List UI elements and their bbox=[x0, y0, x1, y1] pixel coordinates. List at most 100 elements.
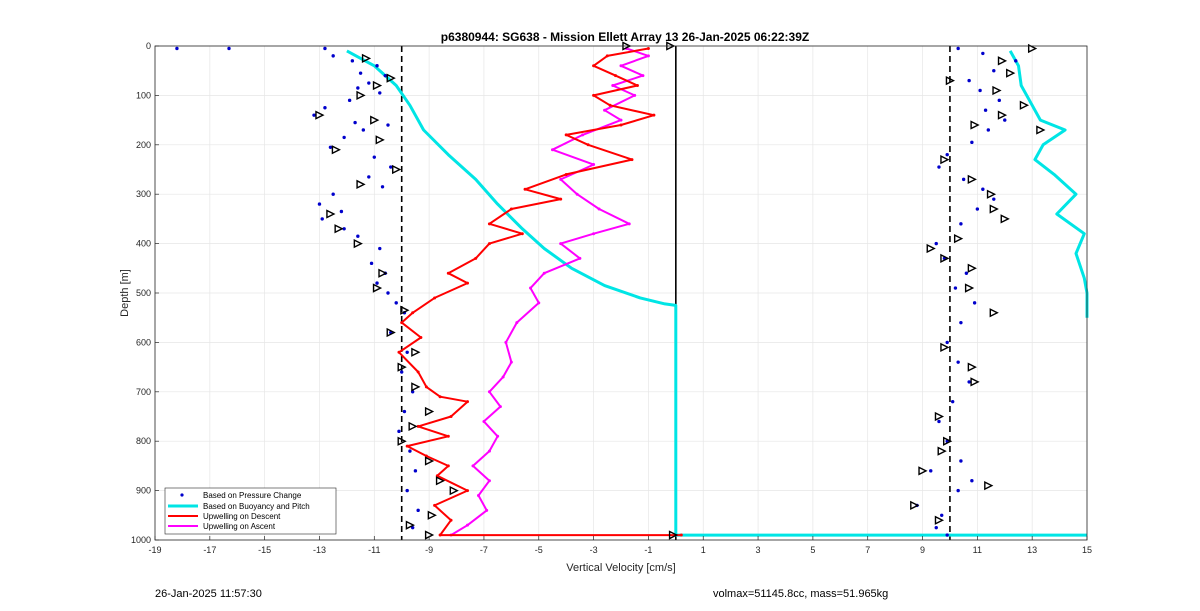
triangle-marker bbox=[386, 73, 396, 83]
pressure-change-point bbox=[970, 479, 974, 483]
upwelling-ascent-point bbox=[611, 84, 615, 88]
triangle-marker bbox=[400, 305, 410, 315]
triangle-marker bbox=[940, 154, 950, 165]
pressure-change-point bbox=[400, 370, 404, 374]
pressure-change-point bbox=[953, 286, 958, 290]
pressure-change-point bbox=[981, 51, 985, 56]
x-axis-label: Vertical Velocity [cm/s] bbox=[566, 562, 675, 574]
pressure-change-point bbox=[986, 128, 991, 132]
triangle-marker bbox=[372, 283, 383, 293]
y-tick-label: 800 bbox=[136, 436, 151, 446]
triangle-marker bbox=[989, 308, 999, 318]
triangle-marker bbox=[1006, 68, 1016, 78]
upwelling-descent-point bbox=[438, 395, 442, 399]
triangle-marker bbox=[970, 120, 980, 130]
upwelling-ascent-point bbox=[559, 242, 563, 246]
pressure-change-point bbox=[375, 281, 379, 285]
upwelling-ascent-point bbox=[646, 54, 650, 58]
triangle-marker bbox=[997, 110, 1008, 120]
triangle-marker bbox=[967, 263, 977, 273]
triangle-marker bbox=[986, 189, 997, 199]
triangle-marker bbox=[361, 53, 372, 63]
legend-item-pressure: Based on Pressure Change bbox=[180, 491, 302, 500]
upwelling-ascent-point bbox=[498, 405, 502, 409]
upwelling-ascent-point bbox=[578, 256, 582, 260]
upwelling-ascent-point bbox=[501, 375, 505, 379]
x-tick-label: 11 bbox=[973, 545, 982, 555]
pressure-change-point bbox=[959, 459, 963, 463]
upwelling-ascent-point bbox=[575, 192, 579, 196]
upwelling-descent-line bbox=[398, 47, 682, 537]
y-tick-label: 900 bbox=[136, 486, 151, 496]
footer-timestamp: 26-Jan-2025 11:57:30 bbox=[155, 588, 262, 600]
pressure-change-point bbox=[342, 135, 346, 140]
upwelling-descent-point bbox=[509, 207, 513, 211]
pressure-change-point bbox=[356, 86, 360, 90]
tick-labels: -19 -17 -15 -13 -11 -9 -7 -5 -3 -1 1 3 5 7 9 11 13 150100… bbox=[131, 41, 1092, 555]
pressure-change-point bbox=[964, 271, 969, 275]
upwelling-descent-point bbox=[438, 533, 442, 537]
upwelling-descent-point bbox=[419, 335, 423, 339]
pressure-change-point bbox=[375, 64, 379, 68]
pressure-change-point bbox=[934, 525, 938, 530]
upwelling-ascent-point bbox=[603, 108, 607, 112]
pressure-change-point bbox=[945, 152, 949, 157]
pressure-change-point bbox=[380, 185, 385, 189]
pressure-change-point bbox=[967, 78, 971, 83]
upwelling-descent-point bbox=[400, 321, 404, 325]
pressure-change-point bbox=[320, 217, 324, 221]
upwelling-ascent-point bbox=[550, 148, 554, 152]
pressure-change-point bbox=[342, 227, 346, 231]
triangle-marker bbox=[910, 500, 920, 511]
y-axis-label: Depth [m] bbox=[119, 269, 131, 317]
pressure-change-point bbox=[397, 429, 401, 434]
triangle-marker bbox=[937, 446, 947, 456]
pressure-change-point bbox=[961, 177, 966, 182]
y-tick-label: 200 bbox=[136, 140, 151, 150]
triangle-marker bbox=[392, 164, 402, 175]
y-tick-label: 300 bbox=[136, 189, 151, 199]
x-tick-label: -17 bbox=[203, 545, 216, 555]
triangle-marker bbox=[992, 85, 1002, 96]
marker-layer bbox=[315, 41, 1046, 540]
pressure-change-point bbox=[416, 508, 420, 513]
pressure-change-point bbox=[956, 488, 960, 493]
upwelling-descent-point bbox=[520, 232, 524, 236]
upwelling-descent-point bbox=[411, 311, 415, 315]
pressure-change-point bbox=[383, 73, 387, 78]
upwelling-ascent-point bbox=[619, 118, 623, 122]
triangle-marker bbox=[943, 436, 953, 446]
triangle-marker bbox=[372, 80, 383, 91]
triangle-marker bbox=[315, 110, 325, 120]
triangle-marker bbox=[375, 135, 385, 145]
upwelling-descent-point bbox=[446, 434, 450, 438]
upwelling-descent-point bbox=[416, 370, 420, 374]
triangle-marker bbox=[370, 115, 380, 125]
x-tick-label: 7 bbox=[865, 545, 870, 555]
upwelling-descent-point bbox=[679, 533, 683, 537]
upwelling-ascent-point bbox=[633, 93, 637, 97]
pressure-change-point bbox=[227, 46, 231, 51]
buoyancy-pitch-ascent-line bbox=[1008, 50, 1089, 318]
pressure-change-point bbox=[1014, 59, 1018, 63]
pressure-change-point bbox=[405, 350, 409, 354]
upwelling-ascent-point bbox=[509, 360, 513, 364]
pressure-change-point bbox=[940, 513, 944, 517]
legend-label-ascent: Upwelling on Ascent bbox=[203, 522, 276, 531]
triangle-marker bbox=[668, 530, 679, 540]
pressure-change-point bbox=[410, 525, 415, 530]
triangle-marker bbox=[397, 362, 407, 372]
upwelling-descent-point bbox=[559, 197, 563, 201]
x-tick-label: -9 bbox=[425, 545, 433, 555]
triangle-marker bbox=[918, 466, 928, 476]
triangle-marker bbox=[964, 283, 975, 293]
upwelling-descent-point bbox=[652, 113, 656, 117]
x-tick-label: 13 bbox=[1027, 545, 1037, 555]
x-tick-label: 9 bbox=[920, 545, 925, 555]
triangle-marker bbox=[397, 436, 407, 446]
pressure-change-point bbox=[956, 46, 960, 51]
upwelling-descent-point bbox=[487, 242, 491, 246]
upwelling-ascent-point bbox=[482, 419, 486, 423]
triangle-marker bbox=[424, 456, 435, 466]
